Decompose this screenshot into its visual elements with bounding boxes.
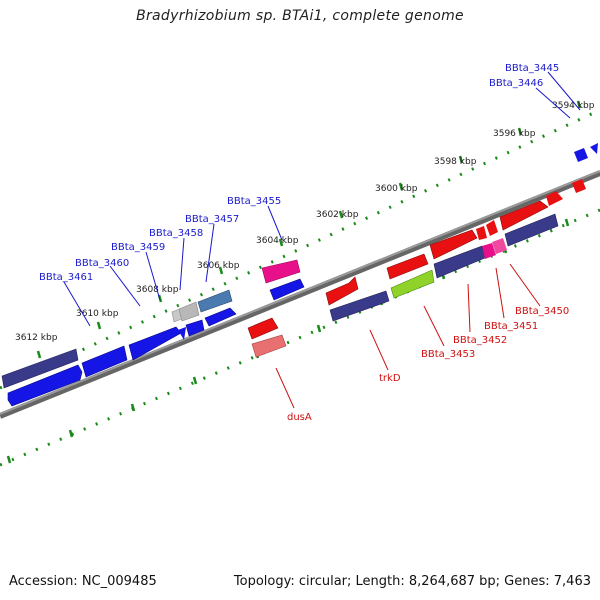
accession-text: Accession: NC_009485 bbox=[9, 574, 157, 589]
gene-label-bbta-3460[interactable]: BBta_3460 bbox=[75, 258, 129, 269]
gene-label-bbta-3461[interactable]: BBta_3461 bbox=[39, 272, 93, 283]
tick-label-3604: 3604 kbp bbox=[256, 236, 299, 246]
gene-label-bbta-3450[interactable]: BBta_3450 bbox=[515, 306, 569, 317]
cds-feature[interactable] bbox=[492, 238, 507, 254]
cds-feature[interactable] bbox=[386, 253, 429, 280]
cds-feature[interactable] bbox=[204, 307, 237, 327]
cds-feature[interactable] bbox=[476, 226, 487, 240]
gene-label-bbta-3452[interactable]: BBta_3452 bbox=[453, 335, 507, 346]
tick-label-3596: 3596 kbp bbox=[493, 129, 536, 139]
scale-track-outer bbox=[0, 108, 600, 390]
gene-labels-bottom: dusA trkD BBta_3453 BBta_3452 BBta_3451 … bbox=[287, 306, 569, 423]
cds-feature[interactable] bbox=[590, 143, 598, 154]
gene-label-bbta-3459[interactable]: BBta_3459 bbox=[111, 242, 165, 253]
gene-label-bbta-3451[interactable]: BBta_3451 bbox=[484, 321, 538, 332]
tick-label-3594: 3594 kbp bbox=[552, 101, 595, 111]
tick-label-3610: 3610 kbp bbox=[76, 309, 119, 319]
genome-title: Bradyrhizobium sp. BTAi1, complete genom… bbox=[136, 8, 464, 24]
gene-label-bbta-3457[interactable]: BBta_3457 bbox=[185, 214, 239, 225]
cds-feature[interactable] bbox=[546, 191, 563, 206]
cds-feature[interactable] bbox=[7, 364, 83, 407]
gene-label-bbta-3453[interactable]: BBta_3453 bbox=[421, 349, 475, 360]
tick-label-3598: 3598 kbp bbox=[434, 157, 477, 167]
major-ticks bbox=[6, 100, 582, 464]
cds-feature[interactable] bbox=[178, 301, 200, 322]
cds-feature[interactable] bbox=[574, 148, 588, 162]
cds-feature[interactable] bbox=[482, 243, 496, 259]
gene-label-bbta-3458[interactable]: BBta_3458 bbox=[149, 228, 203, 239]
label-leaders bbox=[63, 71, 581, 409]
cds-feature[interactable] bbox=[390, 269, 435, 299]
gene-label-trkd[interactable]: trkD bbox=[379, 373, 401, 384]
genome-backbone bbox=[0, 170, 600, 419]
cds-feature[interactable] bbox=[1, 348, 79, 389]
genome-summary-text: Topology: circular; Length: 8,264,687 bp… bbox=[233, 574, 591, 589]
forward-strand-features bbox=[1, 143, 598, 407]
cds-feature[interactable] bbox=[247, 317, 279, 340]
cds-feature[interactable] bbox=[429, 229, 478, 260]
scale-track-inner bbox=[0, 208, 600, 467]
cds-feature[interactable] bbox=[261, 259, 301, 284]
gene-label-bbta-3455[interactable]: BBta_3455 bbox=[227, 196, 281, 207]
cds-feature[interactable] bbox=[81, 345, 128, 378]
cds-feature[interactable] bbox=[572, 179, 586, 193]
tick-label-3606: 3606 kbp bbox=[197, 261, 240, 271]
cds-feature[interactable] bbox=[197, 289, 233, 313]
genome-backbone-highlight bbox=[0, 170, 600, 415]
cds-feature[interactable] bbox=[504, 213, 559, 247]
gene-label-bbta-3446[interactable]: BBta_3446 bbox=[489, 78, 543, 89]
tick-label-3602: 3602 kbp bbox=[316, 210, 359, 220]
gene-labels-top: BBta_3445 BBta_3446 BBta_3455 BBta_3457 … bbox=[39, 63, 559, 283]
tick-label-3612: 3612 kbp bbox=[15, 333, 58, 343]
gene-label-dusa[interactable]: dusA bbox=[287, 412, 312, 423]
cds-feature[interactable] bbox=[499, 200, 549, 231]
cds-feature[interactable] bbox=[486, 220, 498, 236]
cds-feature[interactable] bbox=[329, 290, 390, 322]
cds-feature[interactable] bbox=[269, 278, 305, 301]
cds-feature[interactable] bbox=[185, 319, 205, 337]
cds-feature[interactable] bbox=[251, 334, 287, 358]
gene-label-bbta-3445[interactable]: BBta_3445 bbox=[505, 63, 559, 74]
tick-label-3600: 3600 kbp bbox=[375, 184, 418, 194]
cds-feature[interactable] bbox=[325, 276, 359, 306]
cds-feature[interactable] bbox=[178, 327, 186, 340]
